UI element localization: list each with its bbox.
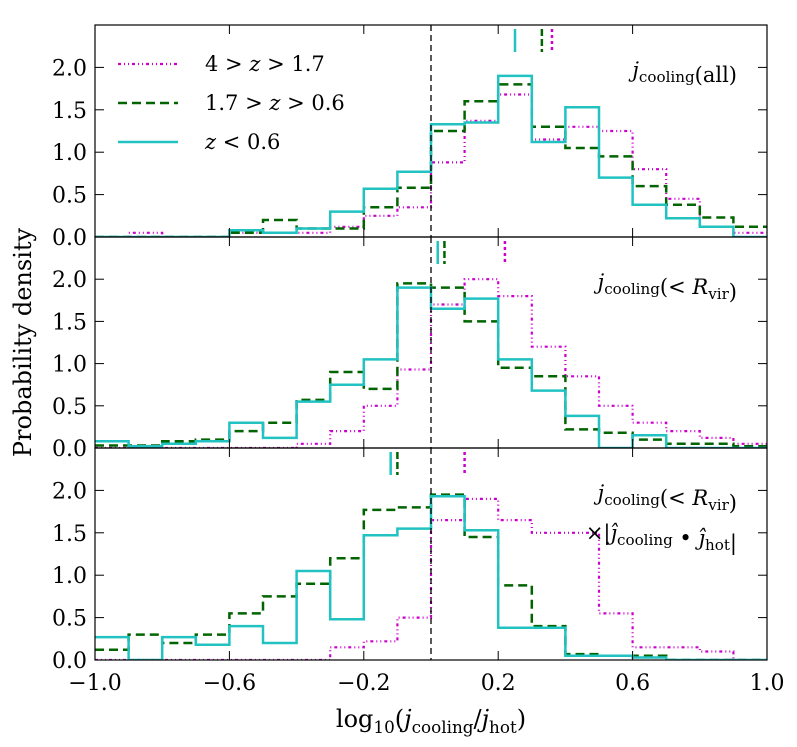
x-tick-label: 0.2 [481, 671, 516, 696]
math-text: (< [660, 486, 692, 510]
math-subscript: cooling [639, 68, 695, 86]
math-text: ) [729, 280, 737, 304]
math-text: ) [729, 491, 737, 515]
math-text: (all) [695, 63, 737, 87]
y-tick-label: 1.0 [52, 353, 87, 378]
legend-prefix: 1.7 > [205, 91, 269, 115]
y-tick-label: 0.5 [52, 184, 87, 209]
legend-suffix: > 0.6 [280, 91, 344, 115]
y-tick-label: 2.0 [52, 268, 87, 293]
legend-label-3: z < 0.6 [204, 130, 280, 154]
math-symbol: j [594, 481, 605, 505]
y-tick-label: 0.0 [52, 649, 87, 674]
y-tick-label: 2.0 [52, 479, 87, 504]
math-symbol: R [691, 275, 708, 299]
y-tick-label: 1.0 [52, 141, 87, 166]
y-axis-label: Probability density [9, 227, 37, 457]
histogram-series-2 [95, 493, 767, 660]
math-subscript: hot [705, 536, 730, 554]
y-tick-label: 0.5 [52, 607, 87, 632]
panel-1: 0.0 0.5 1.0 1.5 2.0 jcooling(all) 4 > z > 1.7 1… [52, 24, 768, 251]
histogram-series-1 [95, 278, 767, 448]
panel-label: jcooling(< Rvir) [594, 481, 737, 515]
math-subscript: cooling [617, 531, 673, 549]
math-text: • [673, 526, 699, 550]
y-tick-label: 0.5 [52, 395, 87, 420]
legend-suffix: < 0.6 [216, 130, 280, 154]
math-text: ×| [586, 521, 611, 546]
panel-3: 0.00.51.01.52.0 jcooling(< Rvir)×|ĵcoolin… [52, 447, 768, 674]
y-tick-label: 1.5 [52, 522, 87, 547]
axes-layer: −1.0 −0.6 −0.2 0.2 0.6 1.0 log10(jcooling/jhot… [9, 227, 785, 737]
x-tick-label: −0.2 [337, 671, 390, 696]
panel-frame [94, 447, 768, 661]
math-text: | [730, 531, 737, 556]
legend-var: z [204, 130, 217, 154]
panel-2: 0.0 0.5 1.0 1.5 2.0 jcooling(< Rvir) [52, 236, 768, 462]
x-tick-label: −1.0 [68, 671, 121, 696]
legend-var: z [268, 91, 281, 115]
legend: 4 > z > 1.71.7 > z > 0.6z < 0.6 [118, 52, 345, 154]
histogram-series-1 [95, 93, 767, 237]
panel-label: jcooling(all) [628, 58, 737, 87]
y-tick-label: 1.5 [52, 310, 87, 335]
math-symbol: j [628, 58, 639, 82]
y-tick-label: 0.0 [52, 226, 87, 251]
panel-label: ×|ĵcooling • ĵhot| [586, 521, 737, 556]
math-subscript: vir [707, 285, 729, 303]
panels-layer: 0.00.51.01.52.0 jcooling(all)4 > z > 1.71… [52, 24, 768, 674]
histogram-series-3 [95, 74, 767, 237]
panel-label: jcooling(< Rvir) [594, 270, 737, 304]
math-subscript: vir [707, 496, 729, 514]
legend-var: z [248, 52, 261, 76]
x-tick-label: 0.6 [615, 671, 650, 696]
legend-suffix: > 1.7 [260, 52, 324, 76]
math-subscript: cooling [604, 491, 660, 509]
histogram-series-3 [95, 286, 767, 448]
math-symbol: j [594, 270, 605, 294]
legend-label-1: 4 > z > 1.7 [205, 52, 325, 76]
y-tick-label: 1.0 [52, 564, 87, 589]
x-tick-label: −0.6 [203, 671, 256, 696]
math-symbol: R [691, 486, 708, 510]
y-tick-label: 0.0 [52, 437, 87, 462]
y-tick-label: 1.5 [52, 99, 87, 124]
math-subscript: cooling [604, 280, 660, 298]
legend-prefix: 4 > [205, 52, 249, 76]
legend-label-2: 1.7 > z > 0.6 [205, 91, 345, 115]
histogram-series-2 [95, 83, 767, 237]
math-text: (< [660, 275, 692, 299]
y-tick-label: 2.0 [52, 56, 87, 81]
x-tick-label: 1.0 [750, 671, 785, 696]
x-axis-label: log10(jcooling/jhot) [336, 705, 526, 737]
plot-area [95, 74, 767, 237]
plot-area [95, 278, 767, 448]
